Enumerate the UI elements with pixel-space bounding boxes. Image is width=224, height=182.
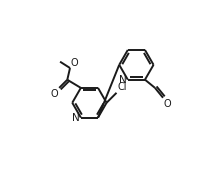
Text: N: N	[119, 75, 126, 85]
Text: Cl: Cl	[117, 82, 127, 92]
Text: O: O	[164, 99, 172, 109]
Text: N: N	[72, 113, 79, 123]
Text: O: O	[70, 58, 78, 68]
Text: O: O	[51, 89, 58, 99]
